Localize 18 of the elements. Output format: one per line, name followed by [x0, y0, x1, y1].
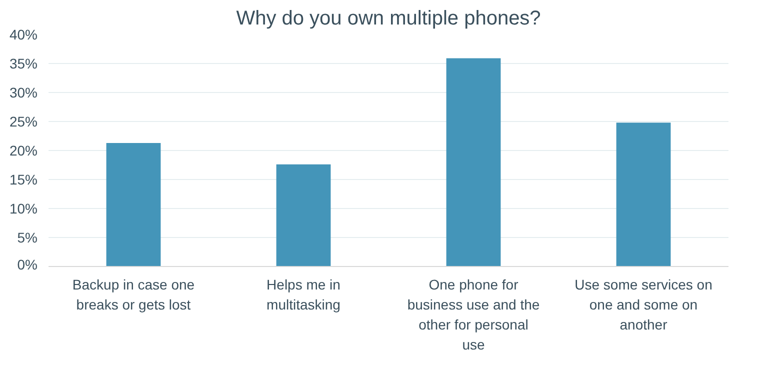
x-tick-label: One phone for business use and the other for personal use	[407, 276, 540, 352]
y-tick-label: 30%	[9, 84, 38, 100]
bar	[276, 164, 331, 266]
x-tick-label: Backup in case one breaks or gets lost	[72, 276, 195, 312]
y-tick-label: 25%	[9, 114, 38, 130]
bar	[106, 142, 161, 266]
bar	[616, 122, 671, 266]
bar	[446, 58, 501, 266]
y-tick-label: 5%	[17, 230, 38, 246]
x-tick-label: Use some services on one and some on another	[574, 276, 712, 332]
y-tick-label: 0%	[17, 256, 38, 272]
y-tick-label: 15%	[9, 172, 38, 188]
y-tick-label: 10%	[9, 200, 38, 216]
x-tick-label: Helps me in multitasking	[266, 276, 340, 312]
chart-title: Why do you own multiple phones?	[236, 8, 541, 30]
y-tick-label: 35%	[9, 56, 38, 72]
y-tick-label: 20%	[9, 142, 38, 158]
y-tick-label: 40%	[9, 26, 38, 42]
